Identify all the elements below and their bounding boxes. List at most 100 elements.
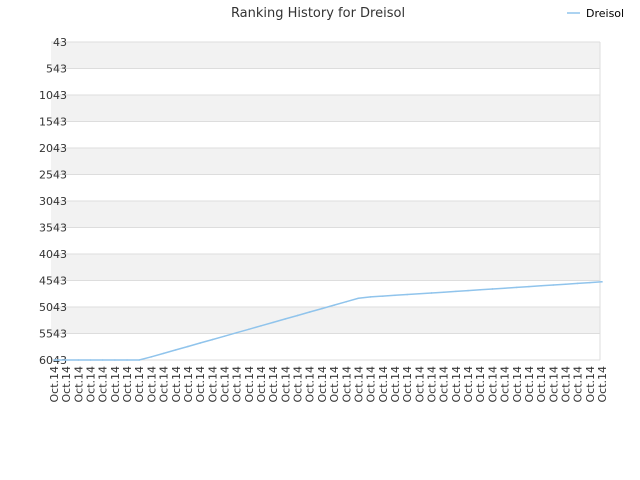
x-tick-label: Oct.14 [194,366,207,403]
x-tick-label: Oct.14 [182,366,195,403]
data-point[interactable] [406,293,408,296]
x-tick-label: Oct.14 [279,366,292,403]
y-tick-label: 4543 [39,275,67,288]
data-point[interactable] [503,287,506,289]
data-point[interactable] [515,286,518,289]
data-point[interactable] [552,284,555,286]
data-point[interactable] [211,338,214,341]
plot-band [51,307,600,334]
data-point[interactable] [89,359,92,361]
data-point[interactable] [308,311,311,313]
data-point[interactable] [174,349,177,351]
x-tick-label: Oct.14 [559,366,572,403]
x-tick-label: Oct.14 [328,366,341,403]
x-tick-label: Oct.14 [523,366,536,403]
data-point[interactable] [126,359,128,361]
x-tick-label: Oct.14 [231,366,244,403]
data-point[interactable] [114,359,116,361]
grid-lines [51,41,601,361]
x-tick-label: Oct.14 [596,366,609,403]
data-point[interactable] [187,345,189,348]
data-point[interactable] [418,292,421,295]
x-tick-label: Oct.14 [109,366,122,403]
x-tick-label: Oct.14 [158,366,171,403]
data-point[interactable] [357,297,360,300]
data-point[interactable] [540,285,542,287]
data-point[interactable] [564,283,567,286]
legend-label: Dreisol [586,7,624,20]
data-point[interactable] [382,295,384,297]
x-tick-label: Oct.14 [60,366,73,403]
y-tick-label: 2043 [39,142,67,155]
data-point[interactable] [162,352,165,355]
data-point[interactable] [394,294,396,297]
data-point[interactable] [53,359,55,361]
data-point[interactable] [479,288,482,291]
x-tick-label: Oct.14 [438,366,451,403]
y-tick-label: 4043 [39,248,67,261]
x-tick-label: Oct.14 [97,366,110,403]
plot-band [51,42,600,69]
data-point[interactable] [101,359,104,361]
legend[interactable]: Dreisol [567,7,624,20]
data-point[interactable] [528,285,530,288]
plot-bands [51,42,600,360]
x-tick-label: Oct.14 [511,366,524,403]
data-point[interactable] [223,335,226,337]
data-point[interactable] [138,359,141,361]
data-point[interactable] [430,292,433,294]
x-tick-label: Oct.14 [48,366,61,403]
x-tick-label: Oct.14 [413,366,426,403]
x-tick-label: Oct.14 [72,366,85,403]
x-tick-label: Oct.14 [218,366,231,403]
x-tick-label: Oct.14 [377,366,390,403]
data-point[interactable] [345,300,348,303]
plot-band [51,148,600,175]
x-tick-label: Oct.14 [499,366,512,403]
x-tick-label: Oct.14 [401,366,414,403]
plot-band [51,227,600,254]
chart-title: Ranking History for Dreisol [231,6,405,21]
data-point[interactable] [576,282,579,285]
x-tick-label: Oct.14 [389,366,402,403]
data-point[interactable] [284,318,287,320]
series-group [53,281,603,361]
data-point[interactable] [296,314,299,317]
data-point[interactable] [442,291,445,293]
data-point[interactable] [369,296,372,298]
x-tick-label: Oct.14 [584,366,597,403]
x-tick-label: Oct.14 [474,366,487,403]
data-point[interactable] [65,359,67,361]
y-tick-label: 43 [53,36,67,49]
plot-band [51,95,600,122]
plot-band [51,280,600,307]
data-point[interactable] [589,281,591,284]
data-point[interactable] [150,356,153,358]
y-tick-label: 543 [46,63,67,76]
data-point[interactable] [601,281,603,283]
data-point[interactable] [321,307,323,310]
data-point[interactable] [467,289,469,292]
data-point[interactable] [272,321,275,324]
x-tick-label: Oct.14 [255,366,268,403]
x-tick-label: Oct.14 [170,366,183,403]
data-point[interactable] [77,359,80,361]
y-tick-label: 5543 [39,328,67,341]
data-point[interactable] [248,328,250,331]
x-tick-label: Oct.14 [145,366,158,403]
data-point[interactable] [455,290,457,293]
x-tick-label: Oct.14 [133,366,146,403]
data-point[interactable] [491,288,494,290]
x-tick-label: Oct.14 [462,366,475,403]
data-point[interactable] [199,342,201,344]
x-tick-label: Oct.14 [450,366,463,403]
x-tick-label: Oct.14 [304,366,317,403]
plot-band [51,254,600,281]
data-point[interactable] [235,331,238,334]
x-tick-label: Oct.14 [267,366,280,403]
data-point[interactable] [333,304,335,306]
data-point[interactable] [260,325,262,327]
x-tick-label: Oct.14 [121,366,134,403]
x-tick-label: Oct.14 [206,366,219,403]
